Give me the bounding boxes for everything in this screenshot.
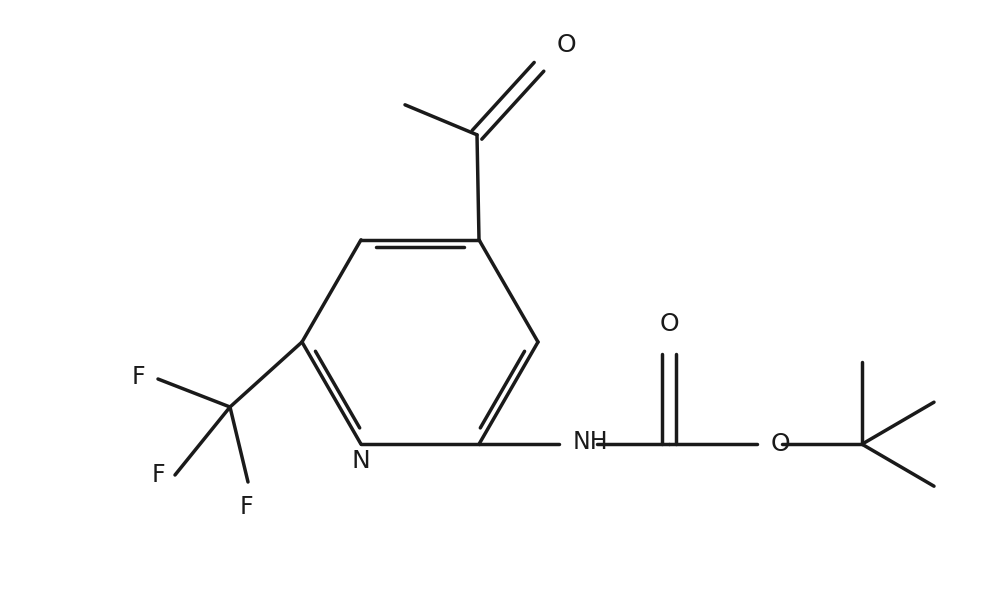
- Text: N: N: [351, 449, 370, 473]
- Text: O: O: [770, 432, 789, 456]
- Text: NH: NH: [573, 430, 608, 454]
- Text: O: O: [659, 312, 678, 336]
- Text: F: F: [239, 495, 253, 519]
- Text: F: F: [151, 463, 164, 487]
- Text: F: F: [131, 365, 144, 389]
- Text: O: O: [557, 33, 576, 57]
